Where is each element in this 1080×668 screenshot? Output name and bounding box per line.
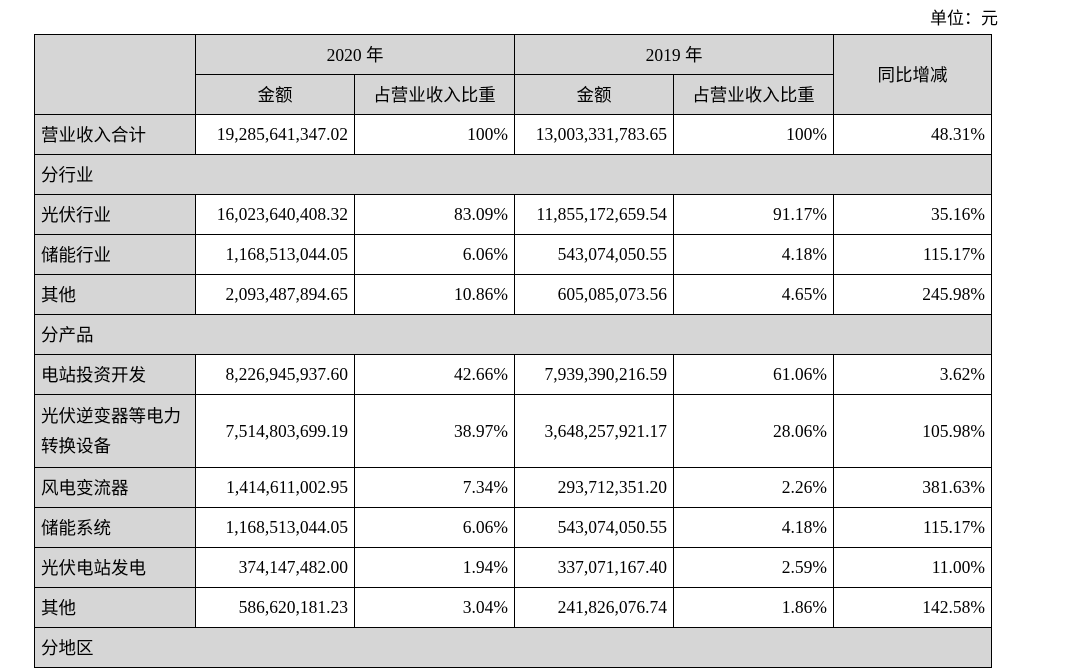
amount-2019: 3,648,257,921.17 bbox=[514, 394, 674, 468]
header-ratio-2020: 占营业收入比重 bbox=[354, 74, 515, 115]
table-row: 光伏逆变器等电力转换设备 7,514,803,699.19 38.97% 3,6… bbox=[34, 394, 992, 468]
yoy-change: 11.00% bbox=[833, 547, 992, 588]
ratio-2020: 100% bbox=[354, 114, 515, 155]
section-header-product: 分产品 bbox=[34, 314, 992, 355]
amount-2020: 1,414,611,002.95 bbox=[195, 467, 355, 508]
amount-2020: 1,168,513,044.05 bbox=[195, 507, 355, 548]
row-label: 风电变流器 bbox=[34, 467, 196, 508]
ratio-2020: 6.06% bbox=[354, 234, 515, 275]
section-header-region: 分地区 bbox=[34, 627, 992, 668]
amount-2020: 586,620,181.23 bbox=[195, 587, 355, 628]
ratio-2019: 2.59% bbox=[673, 547, 834, 588]
ratio-2020: 3.04% bbox=[354, 587, 515, 628]
header-year-2020: 2020 年 bbox=[195, 34, 515, 75]
ratio-2019: 61.06% bbox=[673, 354, 834, 395]
ratio-2020: 83.09% bbox=[354, 194, 515, 235]
ratio-2020: 7.34% bbox=[354, 467, 515, 508]
ratio-2019: 28.06% bbox=[673, 394, 834, 468]
amount-2020: 16,023,640,408.32 bbox=[195, 194, 355, 235]
ratio-2020: 42.66% bbox=[354, 354, 515, 395]
amount-2019: 13,003,331,783.65 bbox=[514, 114, 674, 155]
table-row: 电站投资开发 8,226,945,937.60 42.66% 7,939,390… bbox=[34, 354, 992, 395]
table-row: 光伏行业 16,023,640,408.32 83.09% 11,855,172… bbox=[34, 194, 992, 235]
header-ratio-2019: 占营业收入比重 bbox=[673, 74, 834, 115]
ratio-2020: 1.94% bbox=[354, 547, 515, 588]
table-row: 其他 2,093,487,894.65 10.86% 605,085,073.5… bbox=[34, 274, 992, 315]
ratio-2020: 38.97% bbox=[354, 394, 515, 468]
ratio-2019: 100% bbox=[673, 114, 834, 155]
ratio-2020: 6.06% bbox=[354, 507, 515, 548]
table-row: 储能系统 1,168,513,044.05 6.06% 543,074,050.… bbox=[34, 507, 992, 548]
ratio-2019: 1.86% bbox=[673, 587, 834, 628]
ratio-2019: 4.18% bbox=[673, 234, 834, 275]
unit-label: 单位：元 bbox=[930, 9, 998, 28]
row-label: 储能行业 bbox=[34, 234, 196, 275]
header-amount-2020: 金额 bbox=[195, 74, 355, 115]
header-year-2019: 2019 年 bbox=[514, 34, 834, 75]
amount-2019: 11,855,172,659.54 bbox=[514, 194, 674, 235]
header-amount-2019: 金额 bbox=[514, 74, 674, 115]
yoy-change: 48.31% bbox=[833, 114, 992, 155]
amount-2019: 337,071,167.40 bbox=[514, 547, 674, 588]
row-label: 光伏电站发电 bbox=[34, 547, 196, 588]
ratio-2019: 4.18% bbox=[673, 507, 834, 548]
ratio-2019: 2.26% bbox=[673, 467, 834, 508]
yoy-change: 105.98% bbox=[833, 394, 992, 468]
yoy-change: 35.16% bbox=[833, 194, 992, 235]
table-row: 光伏电站发电 374,147,482.00 1.94% 337,071,167.… bbox=[34, 547, 992, 588]
amount-2019: 543,074,050.55 bbox=[514, 507, 674, 548]
yoy-change: 142.58% bbox=[833, 587, 992, 628]
table-row: 风电变流器 1,414,611,002.95 7.34% 293,712,351… bbox=[34, 467, 992, 508]
row-label: 其他 bbox=[34, 587, 196, 628]
header-yoy: 同比增减 bbox=[833, 34, 992, 115]
amount-2019: 241,826,076.74 bbox=[514, 587, 674, 628]
amount-2020: 1,168,513,044.05 bbox=[195, 234, 355, 275]
yoy-change: 245.98% bbox=[833, 274, 992, 315]
revenue-table: 2020 年 2019 年 同比增减 金额 占营业收入比重 金额 占营业收入比重… bbox=[34, 34, 992, 668]
row-label: 其他 bbox=[34, 274, 196, 315]
ratio-2019: 4.65% bbox=[673, 274, 834, 315]
row-label: 电站投资开发 bbox=[34, 354, 196, 395]
amount-2019: 543,074,050.55 bbox=[514, 234, 674, 275]
yoy-change: 3.62% bbox=[833, 354, 992, 395]
amount-2020: 19,285,641,347.02 bbox=[195, 114, 355, 155]
amount-2019: 605,085,073.56 bbox=[514, 274, 674, 315]
table-row: 储能行业 1,168,513,044.05 6.06% 543,074,050.… bbox=[34, 234, 992, 275]
amount-2020: 374,147,482.00 bbox=[195, 547, 355, 588]
yoy-change: 115.17% bbox=[833, 234, 992, 275]
row-label: 营业收入合计 bbox=[34, 114, 196, 155]
amount-2020: 2,093,487,894.65 bbox=[195, 274, 355, 315]
table-row: 其他 586,620,181.23 3.04% 241,826,076.74 1… bbox=[34, 587, 992, 628]
amount-2019: 293,712,351.20 bbox=[514, 467, 674, 508]
section-header-industry: 分行业 bbox=[34, 154, 992, 195]
amount-2020: 8,226,945,937.60 bbox=[195, 354, 355, 395]
total-row: 营业收入合计 19,285,641,347.02 100% 13,003,331… bbox=[34, 114, 992, 155]
ratio-2020: 10.86% bbox=[354, 274, 515, 315]
yoy-change: 115.17% bbox=[833, 507, 992, 548]
amount-2019: 7,939,390,216.59 bbox=[514, 354, 674, 395]
row-label: 储能系统 bbox=[34, 507, 196, 548]
yoy-change: 381.63% bbox=[833, 467, 992, 508]
row-label: 光伏逆变器等电力转换设备 bbox=[34, 394, 196, 468]
row-label: 光伏行业 bbox=[34, 194, 196, 235]
ratio-2019: 91.17% bbox=[673, 194, 834, 235]
amount-2020: 7,514,803,699.19 bbox=[195, 394, 355, 468]
header-blank-cell bbox=[34, 34, 196, 115]
